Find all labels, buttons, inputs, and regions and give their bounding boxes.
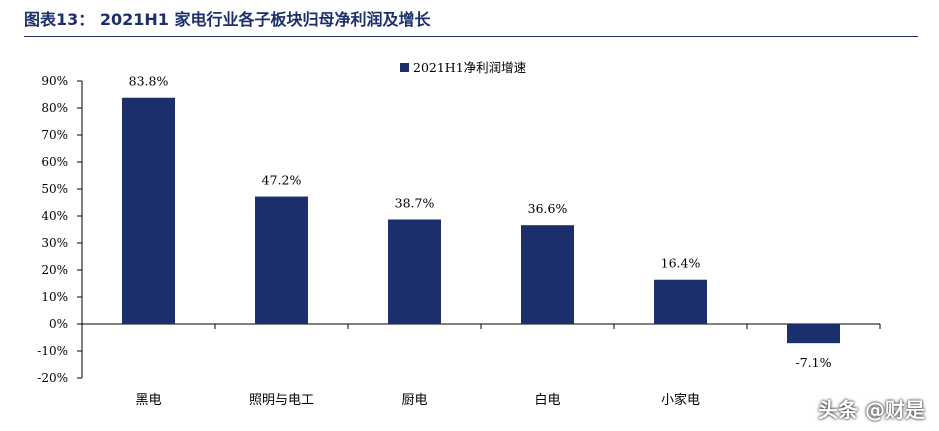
data-label: 47.2% bbox=[262, 173, 302, 188]
y-tick-label: -20% bbox=[37, 371, 68, 385]
y-tick-label: 30% bbox=[41, 236, 68, 250]
chart-title: 图表13： 2021H1 家电行业各子板块归母净利润及增长 bbox=[24, 10, 431, 29]
y-tick-label: 40% bbox=[41, 209, 68, 223]
data-label: 16.4% bbox=[661, 256, 701, 271]
category-label: 厨电 bbox=[401, 393, 427, 408]
y-tick-label: 0% bbox=[49, 317, 68, 331]
legend: 2021H1净利润增速 bbox=[400, 60, 527, 75]
bar bbox=[654, 279, 707, 324]
bar bbox=[521, 225, 574, 324]
legend-label: 2021H1净利润增速 bbox=[413, 60, 527, 75]
y-tick-label: 10% bbox=[41, 290, 68, 304]
y-tick-label: 80% bbox=[41, 101, 68, 115]
y-tick-label: 50% bbox=[41, 182, 68, 196]
bar bbox=[255, 196, 308, 324]
category-label: 黑电 bbox=[135, 393, 161, 408]
data-labels: 83.8% 47.2% 38.7% 36.6% 16.4% -7.1% bbox=[129, 74, 832, 370]
category-label: 白电 bbox=[534, 392, 560, 408]
y-axis-ticks: 90% 80% 70% 60% 50% 40% 30% 20% 10% 0% -10% -20% bbox=[37, 74, 82, 385]
chart-axes bbox=[81, 81, 881, 378]
data-label: 36.6% bbox=[528, 201, 568, 216]
category-labels: 黑电 照明与电工 厨电 白电 小家电 bbox=[135, 392, 700, 408]
y-tick-label: -10% bbox=[37, 344, 68, 358]
bar bbox=[122, 97, 175, 325]
category-label: 小家电 bbox=[661, 392, 700, 408]
legend-swatch bbox=[400, 63, 409, 72]
title-divider bbox=[24, 36, 918, 37]
y-tick-label: 60% bbox=[41, 155, 68, 169]
data-label: -7.1% bbox=[796, 355, 832, 370]
watermark: 头条 @财是 bbox=[818, 398, 925, 422]
y-tick-label: 70% bbox=[41, 128, 68, 142]
data-label: 38.7% bbox=[395, 196, 435, 211]
bar bbox=[787, 324, 840, 344]
y-tick-label: 20% bbox=[41, 263, 68, 277]
category-label: 照明与电工 bbox=[249, 393, 314, 408]
bar-series bbox=[122, 97, 840, 344]
y-tick-label: 90% bbox=[41, 74, 68, 88]
bar bbox=[388, 219, 441, 324]
data-label: 83.8% bbox=[129, 74, 169, 89]
